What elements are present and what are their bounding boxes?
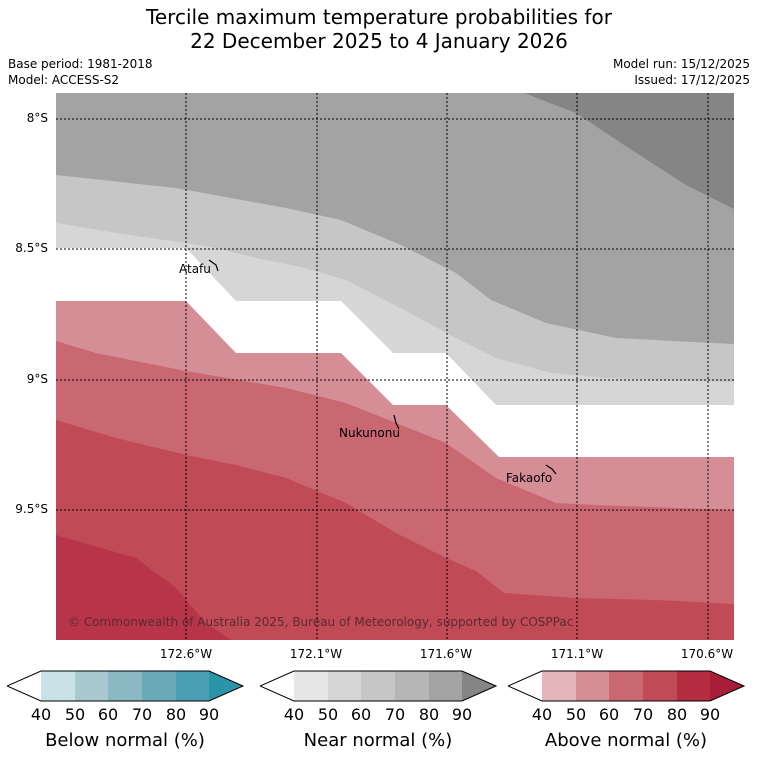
- colorbar-near-low-arrow: [260, 671, 294, 701]
- near-tick-80: 80: [418, 705, 440, 724]
- issued-date: Issued: 17/12/2025: [634, 73, 750, 87]
- near-tick-40: 40: [283, 705, 305, 724]
- colorbar-near-swatch-70: [395, 671, 429, 701]
- below-tick-70: 70: [131, 705, 153, 724]
- above-tick-90: 90: [699, 705, 721, 724]
- colorbar-below-swatch-50: [75, 671, 108, 701]
- colorbar-below-swatch-80: [176, 671, 209, 701]
- near-tick-50: 50: [317, 705, 339, 724]
- colorbar-above-swatch-50: [576, 671, 609, 701]
- above-tick-50: 50: [565, 705, 587, 724]
- colorbar-below-title: Below normal (%): [45, 730, 205, 751]
- lat-label-8s: 8°S: [26, 111, 48, 125]
- colorbar-below-swatch-60: [108, 671, 142, 701]
- colorbar-below-low-arrow: [7, 671, 41, 701]
- colorbar-near: [260, 670, 497, 702]
- meta-right: Model run: 15/12/2025 Issued: 17/12/2025: [613, 56, 750, 88]
- model-run: Model run: 15/12/2025: [612, 57, 750, 71]
- below-tick-40: 40: [30, 705, 52, 724]
- lon-label-172-6w: 172.6°W: [159, 647, 213, 661]
- near-tick-70: 70: [384, 705, 406, 724]
- colorbar-near-title: Near normal (%): [303, 730, 453, 751]
- fakaofo-outline: [545, 464, 557, 475]
- colorbar-below-outline: [7, 670, 244, 702]
- atafu-label: Atafu: [179, 262, 211, 276]
- map-area: Atafu Nukunonu Fakaofo © Commonwealth of…: [56, 93, 734, 640]
- colorbar-below-high-arrow: [209, 671, 243, 701]
- graticule: [56, 93, 734, 640]
- colorbar-near-high-arrow: [462, 671, 496, 701]
- map-title: Tercile maximum temperature probabilitie…: [0, 5, 758, 53]
- below-tick-50: 50: [64, 705, 86, 724]
- below-tick-80: 80: [165, 705, 187, 724]
- colorbar-near-swatch-50: [328, 671, 361, 701]
- colorbar-above-swatch-80: [677, 671, 710, 701]
- above-tick-70: 70: [632, 705, 654, 724]
- colorbar-above-title: Above normal (%): [544, 730, 708, 751]
- colorbar-above: [508, 670, 745, 702]
- lon-label-171-1w: 171.1°W: [550, 647, 604, 661]
- colorbar-near-swatch-80: [429, 671, 462, 701]
- atafu-outline: [208, 259, 219, 272]
- colorbar-near-outline: [260, 670, 497, 702]
- above-normal-80-region: [56, 535, 231, 640]
- atoll-outlines: [208, 259, 557, 475]
- colorbar-above-high-arrow: [710, 671, 744, 701]
- colorbar-below-swatch-40: [41, 671, 75, 701]
- colorbar-below: [7, 670, 244, 702]
- colorbar-above-swatch-70: [643, 671, 677, 701]
- base-period: Base period: 1981-2018: [8, 57, 153, 71]
- lat-label-8-5s: 8.5°S: [15, 241, 48, 255]
- colorbar-above-low-arrow: [508, 671, 542, 701]
- below-tick-90: 90: [198, 705, 220, 724]
- near-normal-80-region: [524, 93, 734, 209]
- map-title-line2: 22 December 2025 to 4 January 2026: [190, 29, 568, 53]
- map-title-line1: Tercile maximum temperature probabilitie…: [146, 5, 612, 29]
- nukunonu-outline: [393, 414, 400, 430]
- colorbar-above-swatch-60: [609, 671, 643, 701]
- above-tick-80: 80: [666, 705, 688, 724]
- colorbar-above-swatch-40: [542, 671, 576, 701]
- lat-label-9-5s: 9.5°S: [15, 502, 48, 516]
- above-tick-60: 60: [598, 705, 620, 724]
- above-tick-40: 40: [531, 705, 553, 724]
- colorbar-near-swatch-60: [361, 671, 395, 701]
- colorbar-below-swatch-70: [142, 671, 176, 701]
- lon-label-172-1w: 172.1°W: [289, 647, 343, 661]
- meta-left: Base period: 1981-2018 Model: ACCESS-S2: [8, 56, 153, 88]
- lat-label-9s: 9°S: [26, 372, 48, 386]
- nukunonu-label: Nukunonu: [339, 426, 400, 440]
- near-tick-60: 60: [350, 705, 372, 724]
- colorbar-above-outline: [508, 670, 745, 702]
- lon-label-171-6w: 171.6°W: [419, 647, 473, 661]
- copyright-notice: © Commonwealth of Australia 2025, Bureau…: [68, 615, 573, 629]
- near-tick-90: 90: [451, 705, 473, 724]
- fakaofo-label: Fakaofo: [506, 471, 552, 485]
- above-normal-70-region: [56, 420, 734, 640]
- colorbar-near-swatch-40: [294, 671, 328, 701]
- below-tick-60: 60: [97, 705, 119, 724]
- model-name: Model: ACCESS-S2: [8, 73, 120, 87]
- lon-label-170-6w: 170.6°W: [680, 647, 734, 661]
